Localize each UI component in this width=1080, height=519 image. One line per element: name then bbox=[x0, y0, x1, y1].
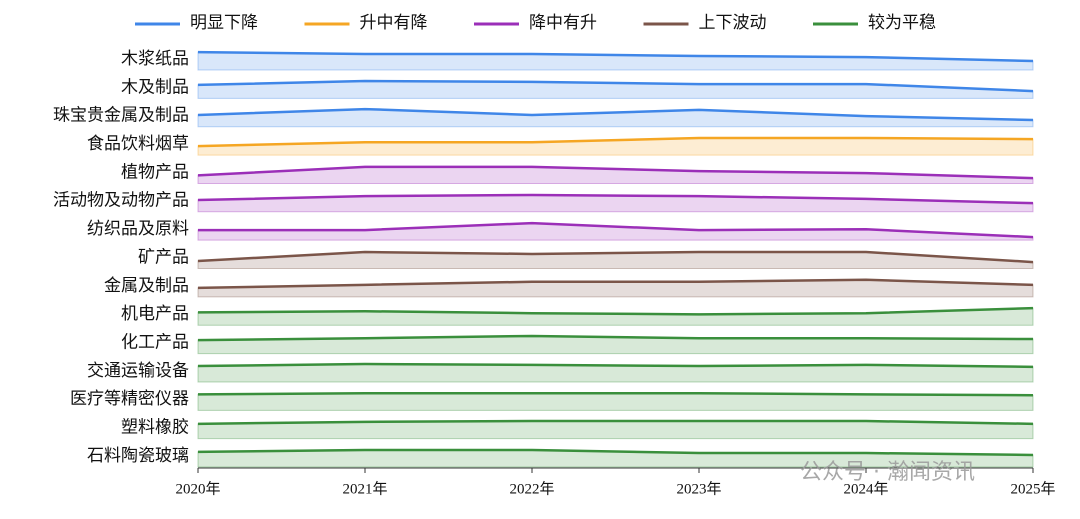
legend-label: 降中有升 bbox=[529, 13, 597, 32]
x-tick-label: 2021年 bbox=[342, 480, 387, 497]
ridge-line bbox=[197, 250, 1034, 264]
row-label: 木及制品 bbox=[121, 77, 189, 96]
ridge-area bbox=[197, 420, 1034, 440]
legend-label: 上下波动 bbox=[699, 13, 767, 32]
x-tick-label: 2023年 bbox=[676, 480, 721, 497]
row-label: 木浆纸品 bbox=[121, 49, 189, 68]
row-label: 化工产品 bbox=[121, 333, 189, 352]
row-label: 纺织品及原料 bbox=[87, 219, 189, 238]
legend-label: 明显下降 bbox=[190, 13, 258, 32]
legend-label: 升中有降 bbox=[360, 13, 428, 32]
x-tick-label: 2025年 bbox=[1010, 480, 1055, 497]
ridge-line bbox=[197, 107, 1034, 122]
ridge-line bbox=[197, 136, 1034, 148]
ridge-line bbox=[197, 306, 1034, 316]
row-label: 植物产品 bbox=[121, 162, 189, 181]
row-label: 机电产品 bbox=[121, 304, 189, 323]
legend-label: 较为平稳 bbox=[868, 13, 936, 32]
ridge-line bbox=[197, 448, 1034, 457]
row-label: 塑料橡胶 bbox=[121, 418, 189, 437]
row-label: 医疗等精密仪器 bbox=[70, 389, 189, 408]
row-label: 交通运输设备 bbox=[87, 361, 189, 380]
ridge-area bbox=[197, 363, 1034, 383]
row-label: 矿产品 bbox=[138, 247, 189, 266]
row-label: 珠宝贵金属及制品 bbox=[53, 106, 189, 125]
ridge-line bbox=[197, 79, 1034, 93]
ridge-line bbox=[197, 391, 1034, 397]
watermark: 公众号 · 瀚闻资讯 bbox=[800, 460, 975, 485]
row-label: 金属及制品 bbox=[104, 276, 189, 295]
ridge-line bbox=[198, 221, 1034, 239]
x-tick-label: 2020年 bbox=[175, 480, 220, 497]
ridge-line bbox=[197, 334, 1034, 342]
ridge-line bbox=[197, 165, 1034, 180]
ridge-line bbox=[197, 193, 1034, 205]
ridge-line bbox=[197, 278, 1034, 290]
ridge-line bbox=[197, 50, 1034, 63]
row-label: 石料陶瓷玻璃 bbox=[87, 446, 189, 465]
x-tick-label: 2022年 bbox=[509, 480, 554, 497]
ridge-line bbox=[197, 362, 1034, 369]
ridge-line bbox=[197, 419, 1034, 426]
x-tick-label: 2024年 bbox=[843, 480, 888, 497]
row-label: 活动物及动物产品 bbox=[53, 191, 189, 210]
row-label: 食品饮料烟草 bbox=[87, 134, 189, 153]
